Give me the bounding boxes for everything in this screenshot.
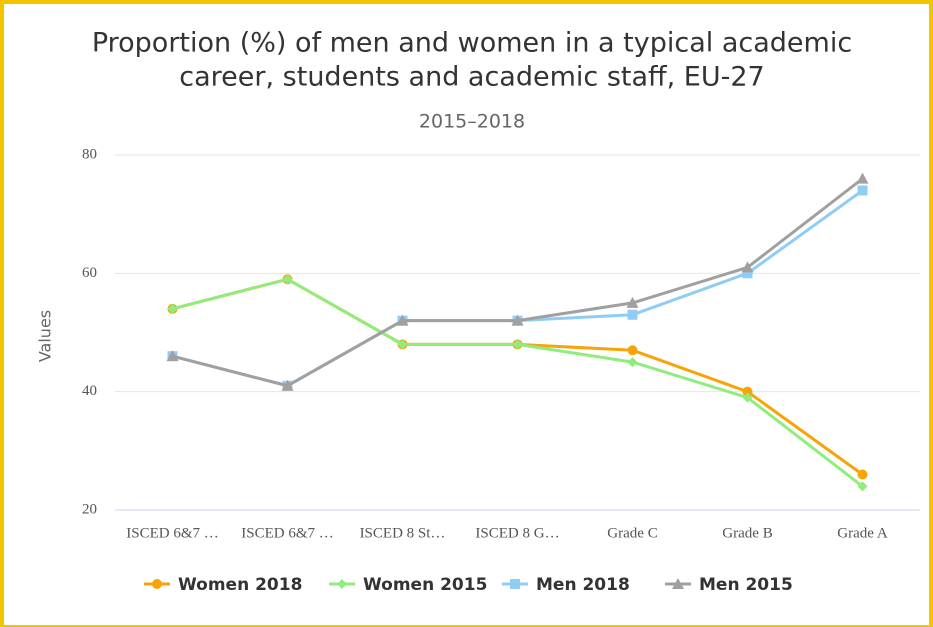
chart-title: Proportion (%) of men and women in a typ… [92,28,852,59]
legend-label: Women 2018 [178,575,302,595]
y-tick-label: 20 [82,501,97,517]
x-tick-label: Grade A [837,525,888,541]
marker [627,309,638,320]
chart: Proportion (%) of men and women in a typ… [36,28,920,595]
legend-item: Women 2015 [329,575,487,595]
marker [337,579,347,589]
marker [857,481,868,492]
legend-label: Men 2015 [699,575,793,595]
marker [152,579,162,589]
marker [396,314,409,326]
marker [167,303,178,314]
x-tick-label: ISCED 8 G… [475,525,559,541]
x-tick-label: ISCED 6&7 … [241,525,334,541]
marker [742,386,753,397]
marker [742,392,753,403]
y-tick-label: 40 [82,383,97,399]
marker [166,350,179,362]
series-line [172,189,864,388]
legend-item: Women 2018 [144,575,302,595]
y-axis-label: Values [36,310,55,362]
legend-item: Men 2015 [665,575,793,595]
chart-title: career, students and academic staff, EU-… [179,62,764,93]
marker [742,268,753,279]
marker [397,339,408,350]
legend-item: Men 2018 [502,575,630,595]
y-tick-label: 80 [82,146,97,162]
x-tick-label: ISCED 6&7 … [126,525,219,541]
chart-subtitle: 2015–2018 [419,111,525,133]
x-tick-label: Grade B [722,525,772,541]
series-line [172,277,864,476]
marker [627,345,638,356]
marker [627,357,638,368]
marker [282,274,293,285]
marker [510,579,520,589]
legend-label: Men 2018 [536,575,630,595]
marker [281,379,294,391]
marker [512,339,523,350]
marker [511,314,524,326]
marker [626,296,639,308]
y-tick-label: 60 [82,265,97,281]
marker [857,469,868,480]
marker [857,185,868,196]
x-tick-label: Grade C [607,525,657,541]
x-tick-label: ISCED 8 St… [360,525,446,541]
marker [856,172,869,184]
marker [672,578,684,589]
marker [741,261,754,273]
legend-label: Women 2015 [363,575,487,595]
